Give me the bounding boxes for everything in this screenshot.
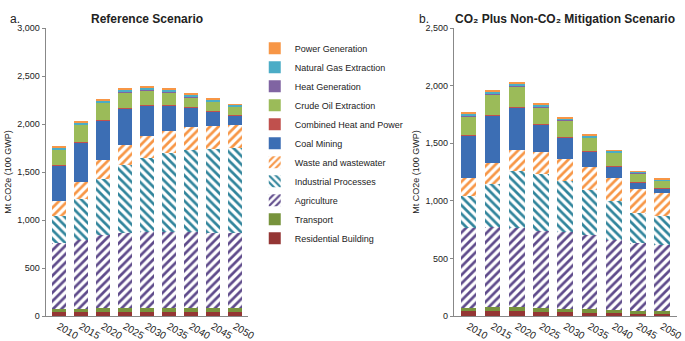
svg-text:Crude Oil Extraction: Crude Oil Extraction: [295, 101, 376, 111]
svg-text:2045: 2045: [209, 321, 234, 341]
svg-text:2040: 2040: [610, 321, 635, 341]
svg-text:Heat Generation: Heat Generation: [295, 82, 361, 92]
svg-text:Combined Heat and Power: Combined Heat and Power: [295, 120, 403, 130]
svg-text:Waste and wastewater: Waste and wastewater: [295, 158, 386, 168]
svg-text:Coal Mining: Coal Mining: [295, 139, 343, 149]
svg-text:Reference Scenario: Reference Scenario: [91, 12, 203, 26]
svg-text:0: 0: [35, 311, 40, 321]
svg-text:2,000: 2,000: [426, 81, 449, 91]
svg-text:Residential Building: Residential Building: [295, 234, 374, 244]
svg-text:2,000: 2,000: [17, 119, 40, 129]
svg-text:1,000: 1,000: [17, 215, 40, 225]
svg-text:2040: 2040: [187, 321, 212, 341]
svg-text:2025: 2025: [121, 321, 146, 341]
svg-text:Transport: Transport: [295, 215, 334, 225]
svg-text:Natural Gas Extraction: Natural Gas Extraction: [295, 63, 386, 73]
svg-text:2030: 2030: [562, 321, 587, 341]
svg-text:2020: 2020: [513, 321, 538, 341]
svg-text:Power Generation: Power Generation: [295, 44, 368, 54]
svg-text:2015: 2015: [489, 321, 514, 341]
svg-text:500: 500: [433, 254, 448, 264]
svg-text:3,000: 3,000: [17, 23, 40, 33]
svg-text:0: 0: [443, 311, 448, 321]
svg-text:1,000: 1,000: [426, 196, 449, 206]
svg-text:2010: 2010: [55, 321, 80, 341]
svg-text:1,500: 1,500: [426, 138, 449, 148]
svg-text:1,500: 1,500: [17, 167, 40, 177]
svg-text:2020: 2020: [99, 321, 124, 341]
svg-text:2025: 2025: [538, 321, 563, 341]
svg-text:2045: 2045: [634, 321, 659, 341]
svg-text:a.: a.: [10, 12, 20, 26]
svg-text:500: 500: [25, 263, 40, 273]
svg-text:2050: 2050: [231, 321, 256, 341]
svg-text:Agriculture: Agriculture: [295, 196, 338, 206]
svg-text:2015: 2015: [77, 321, 102, 341]
svg-text:Mt CO2e (100 GWP): Mt CO2e (100 GWP): [411, 130, 421, 214]
svg-text:2,500: 2,500: [17, 71, 40, 81]
svg-text:Mt CO2e (100 GWP): Mt CO2e (100 GWP): [3, 130, 13, 214]
svg-text:2035: 2035: [165, 321, 190, 341]
svg-text:2010: 2010: [465, 321, 490, 341]
svg-text:2035: 2035: [586, 321, 611, 341]
svg-text:2,500: 2,500: [426, 23, 449, 33]
svg-text:2050: 2050: [659, 321, 684, 341]
svg-text:2030: 2030: [143, 321, 168, 341]
svg-text:Industrial Processes: Industrial Processes: [295, 177, 377, 187]
svg-text:CO₂ Plus Non-CO₂ Mitigation Sc: CO₂ Plus Non-CO₂ Mitigation Scenario: [455, 12, 675, 26]
svg-text:b.: b.: [419, 12, 429, 26]
